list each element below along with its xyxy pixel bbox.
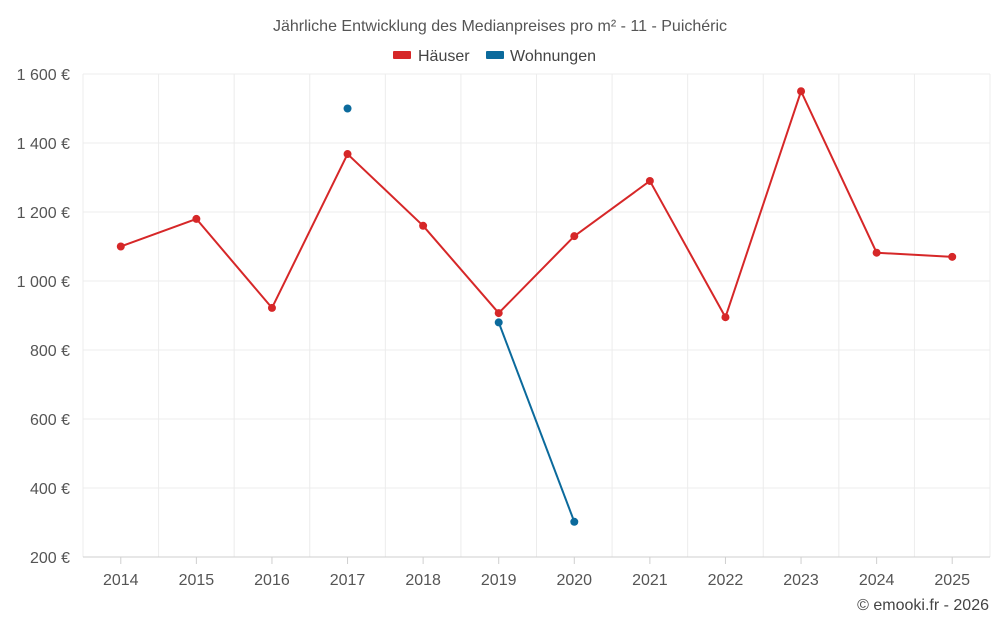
- data-point-haeuser: [645, 176, 654, 185]
- series-haeuser: [116, 87, 957, 322]
- x-tick-label: 2023: [783, 572, 819, 589]
- y-tick-label: 200 €: [30, 550, 70, 567]
- x-tick-label: 2025: [934, 572, 970, 589]
- x-tick-label: 2018: [405, 572, 441, 589]
- x-tick-label: 2019: [481, 572, 517, 589]
- series-line-wohnungen: [497, 322, 576, 523]
- y-tick-label: 600 €: [30, 412, 70, 429]
- data-point-haeuser: [419, 221, 428, 230]
- legend-swatch-wohnungen: [486, 51, 504, 59]
- legend-label-haeuser: Häuser: [418, 48, 470, 65]
- x-tick-label: 2020: [556, 572, 592, 589]
- data-point-haeuser: [797, 87, 806, 96]
- legend: Häuser Wohnungen: [393, 48, 596, 65]
- legend-item-haeuser[interactable]: Häuser: [393, 48, 470, 65]
- data-point-haeuser: [570, 232, 579, 241]
- legend-item-wohnungen[interactable]: Wohnungen: [486, 48, 596, 65]
- x-tick-label: 2021: [632, 572, 668, 589]
- series: [116, 87, 957, 526]
- y-tick-label: 1 000 €: [17, 274, 70, 291]
- data-point-haeuser: [872, 248, 881, 257]
- y-tick-label: 1 200 €: [17, 205, 70, 222]
- chart-title: Jährliche Entwicklung des Medianpreises …: [273, 18, 727, 35]
- data-point-haeuser: [343, 150, 352, 159]
- data-point-haeuser: [267, 303, 276, 312]
- data-point-haeuser: [494, 309, 503, 318]
- data-point-wohnungen: [494, 318, 503, 327]
- data-point-haeuser: [948, 252, 957, 261]
- y-tick-label: 800 €: [30, 343, 70, 360]
- x-tick-label: 2024: [859, 572, 895, 589]
- x-tick-label: 2015: [179, 572, 215, 589]
- credit-text: © emooki.fr - 2026: [857, 597, 989, 614]
- series-line-haeuser: [120, 90, 953, 319]
- data-point-haeuser: [192, 214, 201, 223]
- x-tick-label: 2017: [330, 572, 366, 589]
- y-tick-label: 1 400 €: [17, 136, 70, 153]
- data-point-wohnungen: [570, 517, 579, 526]
- legend-label-wohnungen: Wohnungen: [510, 48, 596, 65]
- data-point-wohnungen: [343, 104, 352, 113]
- legend-swatch-haeuser: [393, 51, 411, 59]
- y-tick-label: 1 600 €: [17, 67, 70, 84]
- axes: 200 € 400 € 600 € 800 € 1 000 € 1 200 € 1 400 …: [17, 67, 990, 589]
- gridlines: [82, 73, 991, 557]
- x-tick-label: 2022: [708, 572, 744, 589]
- series-wohnungen: [343, 104, 579, 526]
- x-tick-label: 2014: [103, 572, 139, 589]
- data-point-haeuser: [721, 313, 730, 322]
- data-point-haeuser: [116, 242, 125, 251]
- x-tick-label: 2016: [254, 572, 290, 589]
- y-tick-label: 400 €: [30, 481, 70, 498]
